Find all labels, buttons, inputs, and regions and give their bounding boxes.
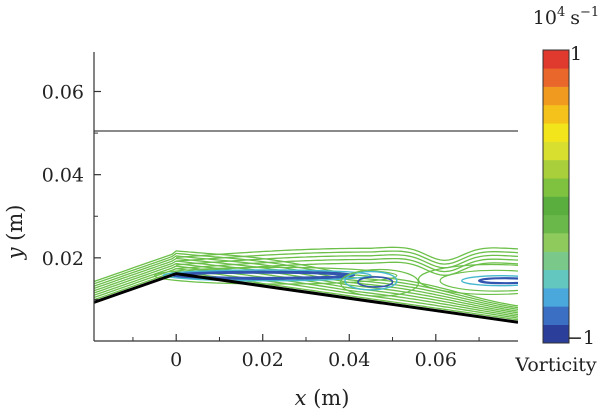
colorbar-segment — [543, 288, 569, 307]
axes: 0 0.02 0.04 0.06 0.02 0.04 0.06 — [42, 52, 518, 371]
colorbar-segment — [543, 214, 569, 234]
x-tick-label: 0.02 — [242, 349, 284, 371]
vortex-contour — [477, 277, 518, 285]
colorbar-segment — [543, 104, 569, 124]
shear-layer-contour — [176, 246, 518, 262]
colorbar-segment — [543, 269, 569, 289]
contour-lines — [94, 246, 518, 321]
colorbar-max-label: 1 — [570, 43, 582, 65]
x-tick-label: 0.04 — [328, 349, 370, 371]
colorbar — [542, 49, 570, 344]
shear-layer-contour — [176, 250, 518, 265]
wall-contour — [94, 270, 518, 321]
colorbar-segment — [543, 251, 569, 271]
colorbar-segment — [543, 86, 569, 106]
vortex-contour — [153, 266, 398, 285]
colorbar-segment — [543, 68, 569, 87]
y-tick-label: 0.06 — [42, 82, 84, 104]
vortex-contour — [344, 270, 398, 291]
colorbar-segment — [543, 196, 569, 216]
shear-layer-contour — [176, 257, 518, 273]
colorbar-segment — [543, 324, 569, 344]
plot-clip-group — [94, 130, 518, 324]
shear-layer-contour — [176, 254, 518, 269]
wall-contour — [94, 257, 518, 312]
plot-area — [94, 130, 518, 324]
vortex-contour — [417, 263, 518, 296]
wall-contour — [94, 252, 518, 309]
colorbar-unit-title: 104 s−1 — [533, 5, 599, 29]
vortex-contour — [461, 275, 518, 287]
colorbar-segment — [543, 123, 569, 142]
y-tick-label: 0.04 — [42, 165, 84, 187]
vortex-contour — [340, 268, 420, 297]
x-axis-title: x (m) — [295, 386, 350, 410]
colorbar-segment — [543, 159, 569, 179]
colorbar-segment — [543, 50, 569, 69]
vortex-contour — [162, 269, 372, 282]
wall-contour — [94, 267, 518, 319]
x-tick-label: 0 — [170, 349, 182, 371]
colorbar-segment — [543, 141, 569, 161]
colorbar-segment — [543, 306, 569, 325]
y-axis-title: y (m) — [3, 205, 27, 261]
colorbar-quantity-label: Vorticity — [514, 354, 597, 376]
colorbar-min-label: −1 — [567, 327, 595, 349]
y-tick-label: 0.02 — [42, 248, 84, 270]
wedge-surface — [94, 272, 518, 324]
vortex-contour — [357, 276, 394, 288]
vortex-contour — [439, 269, 518, 292]
wall-contour — [94, 250, 518, 307]
colorbar-frame — [542, 49, 570, 344]
colorbar-segment — [543, 178, 569, 197]
colorbar-segment — [543, 233, 569, 252]
x-tick-label: 0.06 — [415, 349, 457, 371]
